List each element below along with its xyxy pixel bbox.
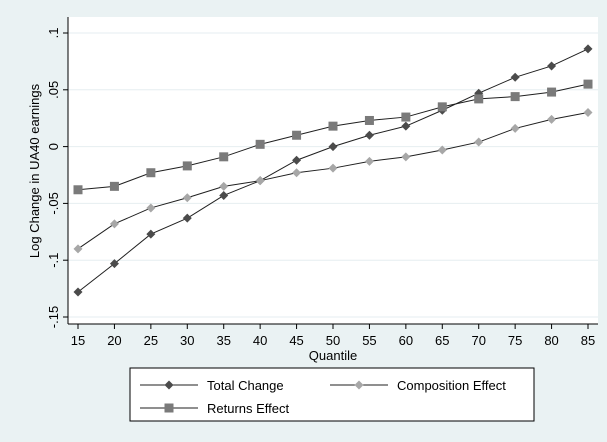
data-point <box>219 152 229 162</box>
legend-item-1: Composition Effect <box>330 378 506 393</box>
series-layer <box>73 44 593 297</box>
axes <box>63 17 598 329</box>
y-tick-label: .05 <box>46 81 61 99</box>
x-tick-label: 45 <box>289 333 303 348</box>
data-point <box>583 79 593 89</box>
legend-label: Composition Effect <box>397 378 506 393</box>
y-tick-label: .1 <box>46 28 61 39</box>
data-point <box>510 123 520 133</box>
data-point <box>474 137 484 147</box>
legend-item-2: Returns Effect <box>140 401 290 416</box>
x-tick-label: 60 <box>399 333 413 348</box>
x-tick-label: 40 <box>253 333 267 348</box>
tick-labels: -.15 -.1 -.05 0 .05 .1 15 20 25 30 35 40 45 50 55 60 65 7… <box>46 28 595 348</box>
legend-marker <box>164 403 174 413</box>
data-point <box>547 87 557 97</box>
x-tick-label: 25 <box>144 333 158 348</box>
data-point <box>583 44 593 54</box>
data-point <box>364 115 374 125</box>
data-point <box>73 287 83 297</box>
y-tick-label: -.15 <box>46 306 61 328</box>
data-point <box>109 219 119 229</box>
data-point <box>364 156 374 166</box>
data-point <box>182 161 192 171</box>
x-tick-label: 85 <box>581 333 595 348</box>
data-point <box>474 94 484 104</box>
legend-label: Returns Effect <box>207 401 290 416</box>
data-point <box>255 176 265 186</box>
data-point <box>510 92 520 102</box>
x-tick-label: 80 <box>544 333 558 348</box>
legend-box <box>129 367 535 422</box>
y-tick-label: -.05 <box>46 192 61 214</box>
data-point <box>109 181 119 191</box>
data-point <box>510 72 520 82</box>
data-point <box>292 155 302 165</box>
data-point <box>73 185 83 195</box>
data-point <box>401 121 411 131</box>
data-point <box>437 145 447 155</box>
series-1 <box>73 108 593 254</box>
data-point <box>401 112 411 122</box>
data-point <box>547 61 557 71</box>
y-tick-label: -.1 <box>46 253 61 268</box>
data-point <box>328 121 338 131</box>
x-tick-label: 70 <box>471 333 485 348</box>
data-point <box>292 130 302 140</box>
x-tick-label: 65 <box>435 333 449 348</box>
data-point <box>437 102 447 112</box>
data-point <box>547 114 557 124</box>
series-2 <box>73 79 593 195</box>
data-point <box>219 181 229 191</box>
data-point <box>364 130 374 140</box>
data-point <box>292 168 302 178</box>
y-axis-label: Log Change in UA40 earnings <box>27 83 42 258</box>
legend-label: Total Change <box>207 378 284 393</box>
data-point <box>146 168 156 178</box>
legend: Total Change Composition Effect Returns Ef… <box>129 367 535 422</box>
data-point <box>146 229 156 239</box>
data-point <box>182 213 192 223</box>
x-tick-label: 50 <box>326 333 340 348</box>
data-point <box>401 152 411 162</box>
x-tick-label: 15 <box>71 333 85 348</box>
data-point <box>73 244 83 254</box>
x-tick-label: 20 <box>107 333 121 348</box>
data-point <box>146 203 156 213</box>
x-tick-label: 30 <box>180 333 194 348</box>
x-tick-label: 75 <box>508 333 522 348</box>
x-tick-label: 35 <box>216 333 230 348</box>
data-point <box>328 163 338 173</box>
legend-marker <box>164 380 174 390</box>
data-point <box>255 139 265 149</box>
data-point <box>109 259 119 269</box>
y-tick-label: 0 <box>46 143 61 150</box>
data-point <box>328 142 338 152</box>
data-point <box>219 190 229 200</box>
data-point <box>583 108 593 118</box>
x-axis-label: Quantile <box>309 348 357 363</box>
legend-item-0: Total Change <box>140 378 284 393</box>
legend-marker <box>354 380 364 390</box>
data-point <box>182 193 192 203</box>
x-tick-label: 55 <box>362 333 376 348</box>
